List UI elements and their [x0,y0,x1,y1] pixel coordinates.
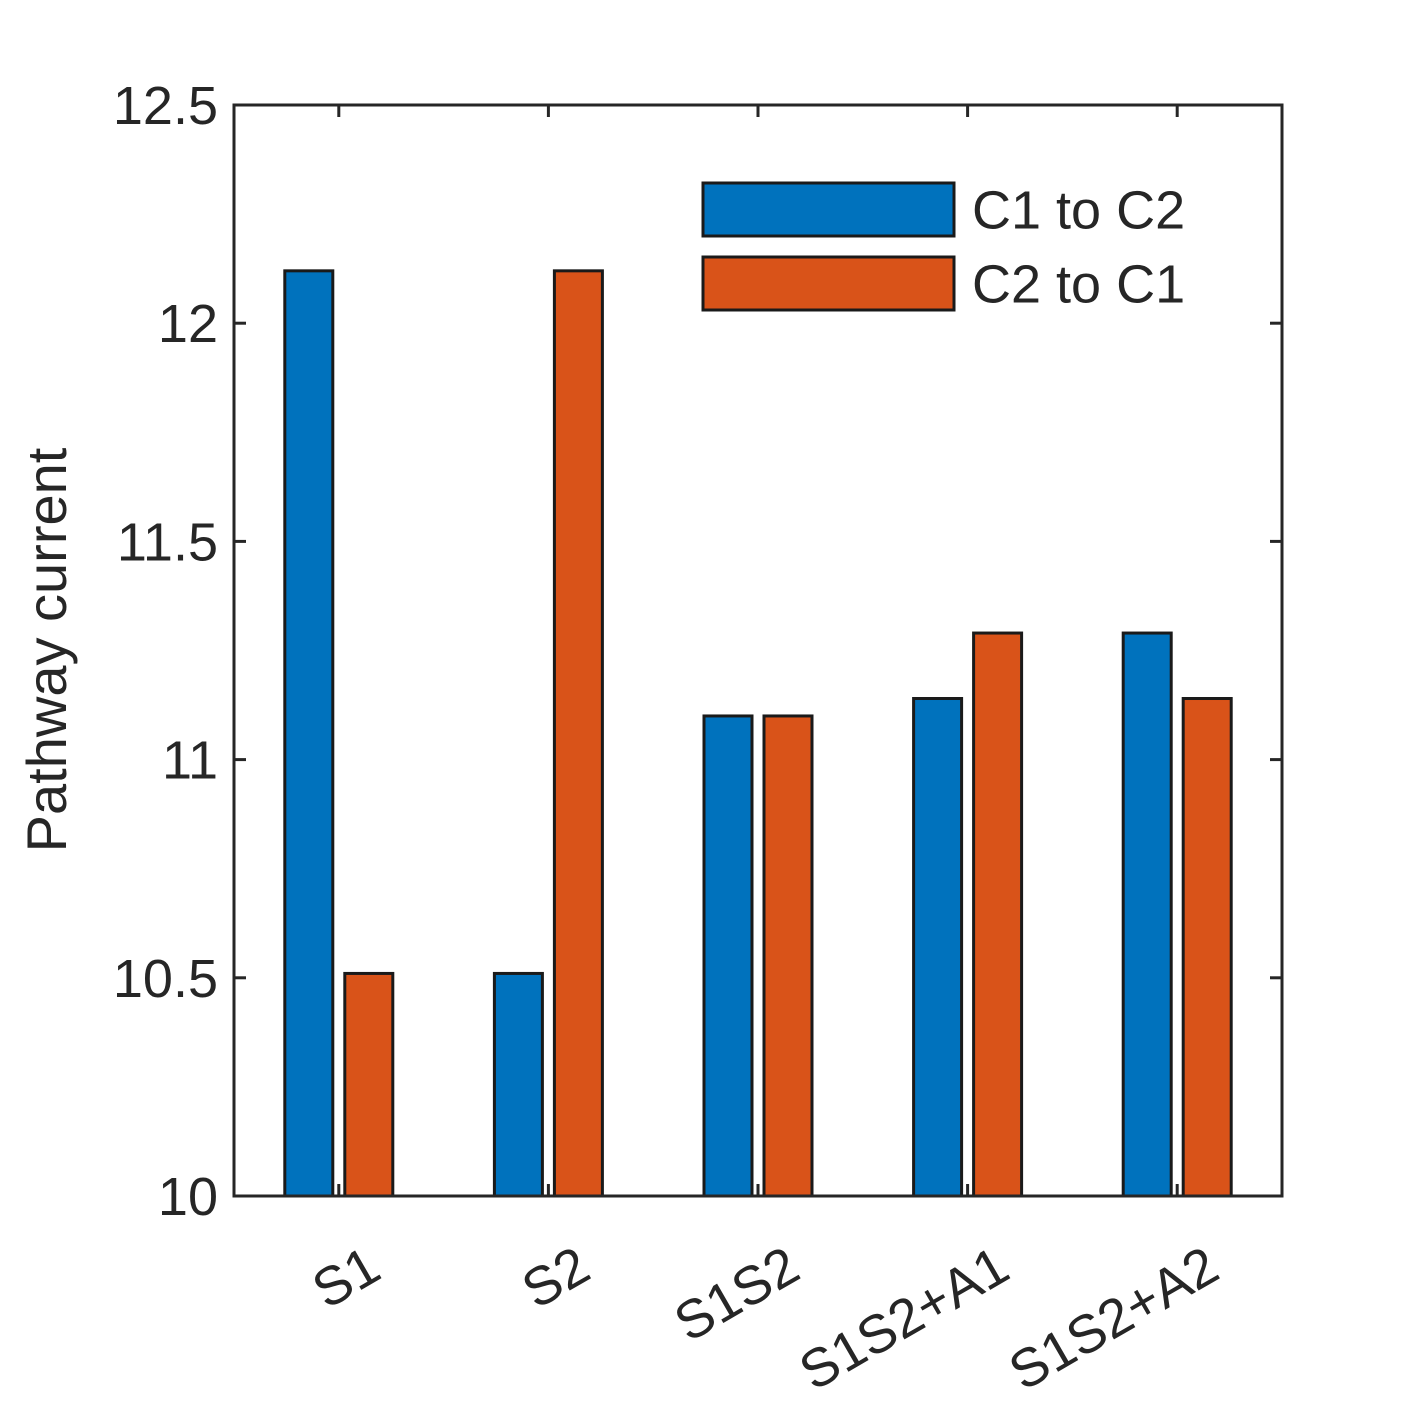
legend-label-2: C2 to C1 [972,255,1185,315]
legend-swatch-1 [701,181,956,238]
legend: C1 to C2 C2 to C1 [701,181,1185,315]
y-tick-label: 11 [162,731,218,791]
axes-frame [232,103,1284,1198]
bar-s1-series-2 [343,971,395,1198]
bar-s2-series-2 [552,269,604,1198]
bars-layer [283,269,1233,1198]
legend-swatch-2 [701,255,956,312]
y-axis-label: Pathway current [15,447,78,852]
bar-s1s2-a2-series-2 [1181,697,1233,1198]
bar-s2-series-1 [492,971,544,1198]
bar-s1-series-1 [283,269,335,1198]
bar-s1s2-a1-series-1 [912,697,964,1198]
bar-s1s2-series-1 [702,714,754,1198]
y-tick-label: 12 [158,294,218,354]
y-tick-label: 10 [158,1167,218,1227]
y-tick-label: 12.5 [113,76,218,136]
x-tick-label: S1S2 [665,1235,809,1353]
x-tick-label: S1S2+A1 [790,1235,1019,1402]
y-tick-label: 10.5 [113,949,218,1009]
bar-s1s2-series-2 [762,714,814,1198]
x-tick-label: S2 [512,1235,599,1320]
bar-s1s2-a1-series-2 [972,631,1024,1198]
x-tick-label: S1S2+A2 [999,1235,1228,1402]
y-tick-labels: 10 10.5 11 11.5 12 12.5 [113,76,218,1227]
x-tick-label: S1 [303,1235,390,1320]
bar-s1s2-a2-series-1 [1121,631,1173,1198]
legend-label-1: C1 to C2 [972,181,1185,241]
y-tick-label: 11.5 [117,512,218,572]
